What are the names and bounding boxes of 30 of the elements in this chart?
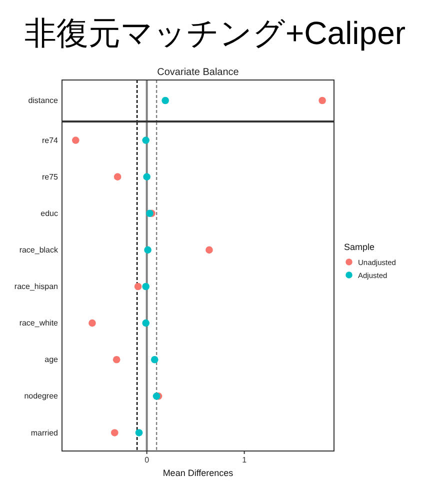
y-tick-label: re75: [42, 172, 59, 182]
y-tick-label: married: [30, 428, 58, 438]
point: [135, 429, 143, 436]
x-tick-label: 0: [144, 456, 150, 465]
x-axis-title: Mean Differences: [162, 468, 234, 478]
legend-title: Sample: [344, 242, 375, 252]
point: [142, 282, 150, 290]
point: [143, 173, 150, 180]
point: [72, 136, 80, 144]
point: [142, 136, 150, 144]
point: [144, 246, 152, 254]
y-tick-label: nodegree: [24, 392, 59, 401]
y-tick-label: re74: [42, 136, 59, 145]
point: [88, 319, 96, 327]
y-tick-label: educ: [40, 208, 58, 218]
y-tick-label: age: [44, 355, 59, 364]
y-tick-label: race_white: [19, 318, 59, 328]
x-tick-label: 1: [242, 456, 248, 465]
point: [112, 356, 120, 364]
point: [134, 282, 142, 290]
y-tick-label: distance: [28, 96, 59, 106]
point: [142, 319, 150, 327]
point: [110, 429, 118, 436]
chart-subtitle: Covariate Balance: [157, 67, 240, 78]
y-tick-label: race_black: [19, 246, 59, 255]
y-tick-label: race_hispan: [14, 282, 58, 292]
point: [150, 356, 158, 364]
point: [206, 246, 213, 254]
point: [114, 173, 122, 180]
chart-title: 非復元マッチング+Caliper: [24, 15, 406, 51]
